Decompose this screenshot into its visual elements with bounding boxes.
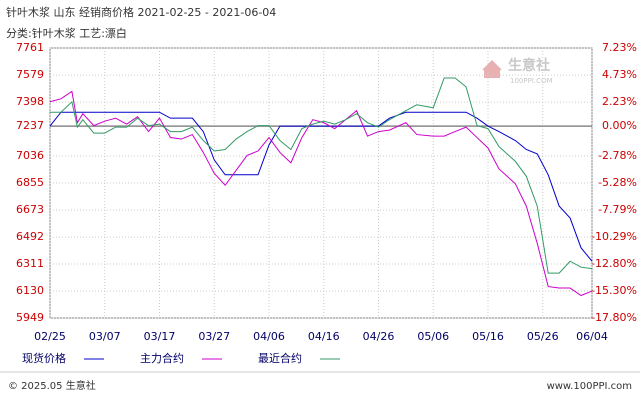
x-tick-label: 03/17 [144, 330, 176, 343]
x-tick-label: 04/06 [253, 330, 285, 343]
y2-tick-label: -15.30% [591, 284, 637, 297]
y-tick-label: 7036 [16, 149, 44, 162]
y2-tick-label: -5.28% [598, 176, 637, 189]
legend-label: 现货价格 [22, 351, 66, 365]
y-tick-label: 7237 [16, 119, 44, 132]
watermark-sub: 100PPI.COM [510, 77, 553, 85]
x-tick-label: 05/16 [472, 330, 504, 343]
series-line [49, 90, 593, 297]
x-tick-label: 03/27 [198, 330, 230, 343]
footer-right: www.100PPI.com [547, 381, 632, 392]
y-tick-label: 6855 [16, 176, 44, 189]
watermark-text: 生意社 [508, 57, 550, 74]
x-tick-label: 05/06 [417, 330, 449, 343]
chart-subtitle: 分类:针叶木浆 工艺:漂白 [6, 26, 127, 40]
y2-tick-label: -17.80% [591, 311, 637, 324]
y-tick-label: 7398 [16, 95, 44, 108]
footer-left: © 2025.05 生意社 [8, 379, 96, 392]
legend-label: 最近合约 [258, 351, 302, 365]
y-tick-label: 7761 [16, 41, 44, 54]
chart-title: 针叶木浆 山东 经销商价格 2021-02-25 - 2021-06-04 [6, 5, 276, 19]
y-tick-label: 7579 [16, 68, 44, 81]
y2-tick-label: 4.73% [602, 68, 637, 81]
y2-tick-label: -10.29% [591, 230, 637, 243]
x-tick-label: 05/26 [527, 330, 559, 343]
y2-tick-label: 0.00% [602, 119, 637, 132]
watermark: 生意社 100PPI.COM [482, 57, 553, 85]
y-tick-label: 6492 [16, 230, 44, 243]
y-tick-label: 5949 [16, 311, 44, 324]
x-tick-label: 04/26 [363, 330, 395, 343]
y-tick-label: 6311 [16, 257, 44, 270]
x-tick-label: 03/07 [89, 330, 121, 343]
y2-tick-label: -2.78% [598, 149, 637, 162]
legend-label: 主力合约 [140, 351, 184, 365]
x-tick-label: 06/04 [576, 330, 608, 343]
x-tick-label: 02/25 [34, 330, 66, 343]
y2-tick-label: 7.23% [602, 41, 637, 54]
y2-tick-label: -12.80% [591, 257, 637, 270]
x-tick-label: 04/16 [308, 330, 340, 343]
y-tick-label: 6673 [16, 203, 44, 216]
y2-tick-label: 2.23% [602, 95, 637, 108]
series-line [50, 77, 593, 274]
y2-tick-label: -7.79% [598, 203, 637, 216]
watermark-icon [482, 60, 502, 78]
y-tick-label: 6130 [16, 284, 44, 297]
